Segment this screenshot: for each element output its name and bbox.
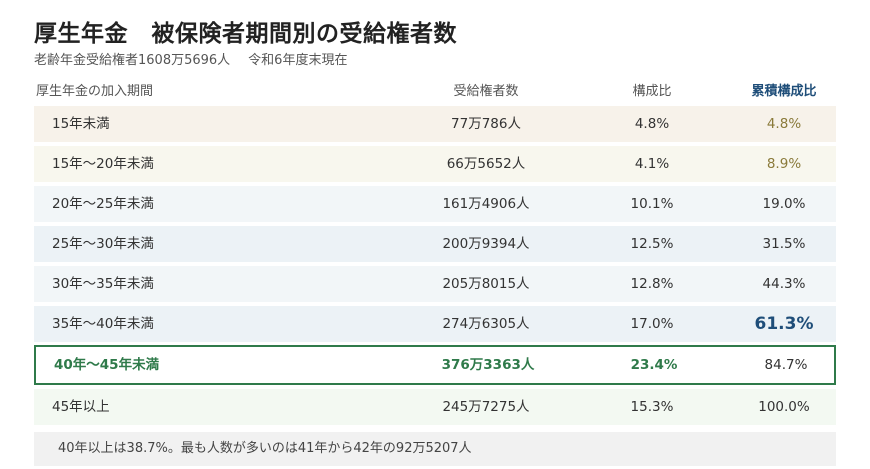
cell-ratio: 12.8% xyxy=(630,276,674,292)
cell-cumulative: 31.5% xyxy=(762,236,806,252)
subtitle-date: 令和6年度末現在 xyxy=(248,53,348,68)
cell-count: 376万3363人 xyxy=(441,357,535,373)
column-header-ratio: 構成比 xyxy=(632,84,672,99)
cell-period: 30年〜35年未満 xyxy=(52,276,154,292)
table-header: 厚生年金の加入期間 受給権者数 構成比 累積構成比 xyxy=(34,80,836,100)
cell-count: 274万6305人 xyxy=(442,316,530,332)
cell-cumulative-emphasized: 61.3% xyxy=(754,314,814,334)
cell-ratio: 4.1% xyxy=(634,156,670,172)
cell-ratio: 23.4% xyxy=(630,357,678,373)
cell-ratio: 4.8% xyxy=(634,116,670,132)
cell-period: 40年〜45年未満 xyxy=(54,357,160,373)
table-row: 30年〜35年未満 205万8015人 12.8% 44.3% xyxy=(34,266,836,302)
footer-note: 40年以上は38.7%。最も人数が多いのは41年から42年の92万5207人 xyxy=(34,432,836,466)
table-row: 15年〜20年未満 66万5652人 4.1% 8.9% xyxy=(34,146,836,182)
cell-count: 77万786人 xyxy=(451,116,521,132)
table-row: 15年未満 77万786人 4.8% 4.8% xyxy=(34,106,836,142)
cell-period: 25年〜30年未満 xyxy=(52,236,154,252)
cell-ratio: 12.5% xyxy=(630,236,674,252)
cell-cumulative: 44.3% xyxy=(762,276,806,292)
cell-period: 15年未満 xyxy=(52,116,110,132)
cell-count: 161万4906人 xyxy=(442,196,530,212)
cell-cumulative: 84.7% xyxy=(764,357,808,373)
table-row: 35年〜40年未満 274万6305人 17.0% 61.3% xyxy=(34,306,836,342)
cell-count: 245万7275人 xyxy=(442,399,530,415)
cell-ratio: 10.1% xyxy=(630,196,674,212)
page-title: 厚生年金 被保険者期間別の受給権者数 xyxy=(34,21,457,47)
cell-ratio: 15.3% xyxy=(630,399,674,415)
table-row: 20年〜25年未満 161万4906人 10.1% 19.0% xyxy=(34,186,836,222)
cell-period: 20年〜25年未満 xyxy=(52,196,154,212)
column-header-count: 受給権者数 xyxy=(453,84,519,99)
cell-ratio: 17.0% xyxy=(630,316,674,332)
column-header-period: 厚生年金の加入期間 xyxy=(36,84,154,99)
cell-count: 205万8015人 xyxy=(442,276,530,292)
cell-count: 200万9394人 xyxy=(442,236,530,252)
cell-cumulative: 19.0% xyxy=(762,196,806,212)
table-row: 25年〜30年未満 200万9394人 12.5% 31.5% xyxy=(34,226,836,262)
page-subtitle: 老齢年金受給権者1608万5696人 令和6年度末現在 xyxy=(34,49,347,68)
cell-count: 66万5652人 xyxy=(446,156,526,172)
cell-cumulative: 100.0% xyxy=(758,399,810,415)
cell-period: 35年〜40年未満 xyxy=(52,316,154,332)
cell-cumulative: 4.8% xyxy=(766,116,802,132)
subtitle-total: 老齢年金受給権者1608万5696人 xyxy=(34,53,231,68)
table-row-highlighted: 40年〜45年未満 376万3363人 23.4% 84.7% xyxy=(34,345,836,385)
column-header-cumulative: 累積構成比 xyxy=(751,84,817,99)
cell-period: 15年〜20年未満 xyxy=(52,156,154,172)
cell-cumulative: 8.9% xyxy=(766,156,802,172)
cell-period: 45年以上 xyxy=(52,399,110,415)
table-row: 45年以上 245万7275人 15.3% 100.0% xyxy=(34,389,836,425)
